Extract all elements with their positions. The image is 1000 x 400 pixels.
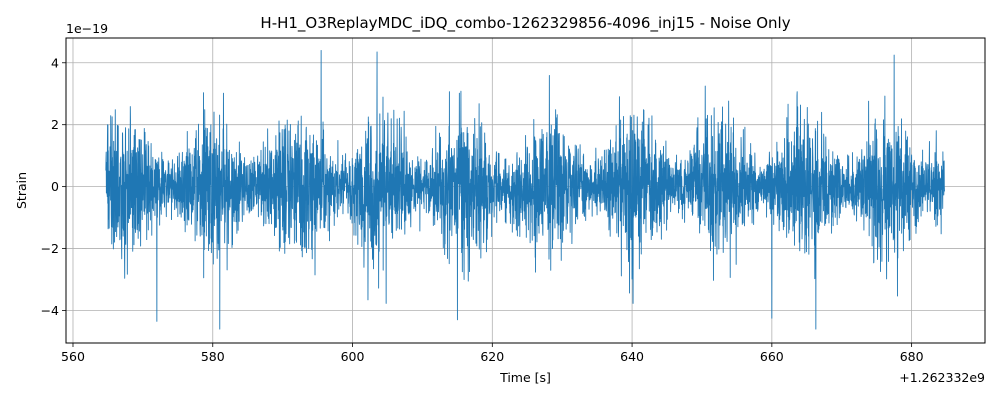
x-tick-label: 560 <box>61 349 85 364</box>
strain-series-line <box>105 49 945 330</box>
y-tick-label: 4 <box>51 55 59 70</box>
x-tick-label: 660 <box>760 349 784 364</box>
y-axis-label: Strain <box>14 172 29 209</box>
y-axis-scale-label: 1e−19 <box>66 21 108 36</box>
x-axis-ticks: 560 580 600 620 640 660 680 <box>61 343 924 364</box>
x-tick-label: 600 <box>341 349 365 364</box>
chart-title: H-H1_O3ReplayMDC_iDQ_combo-1262329856-40… <box>260 14 790 33</box>
y-tick-label: 0 <box>51 179 59 194</box>
x-tick-label: 640 <box>620 349 644 364</box>
y-axis-ticks: −4 −2 0 2 4 <box>41 55 66 318</box>
x-axis-label: Time [s] <box>499 370 551 385</box>
x-tick-label: 580 <box>201 349 225 364</box>
plot-area <box>105 49 945 330</box>
y-tick-label: −2 <box>41 241 59 256</box>
x-tick-label: 620 <box>480 349 504 364</box>
y-tick-label: 2 <box>51 117 59 132</box>
x-tick-label: 680 <box>900 349 924 364</box>
axes-frame <box>65 37 986 344</box>
y-tick-label: −4 <box>41 303 59 318</box>
x-axis-offset-label: +1.262332e9 <box>899 370 985 385</box>
